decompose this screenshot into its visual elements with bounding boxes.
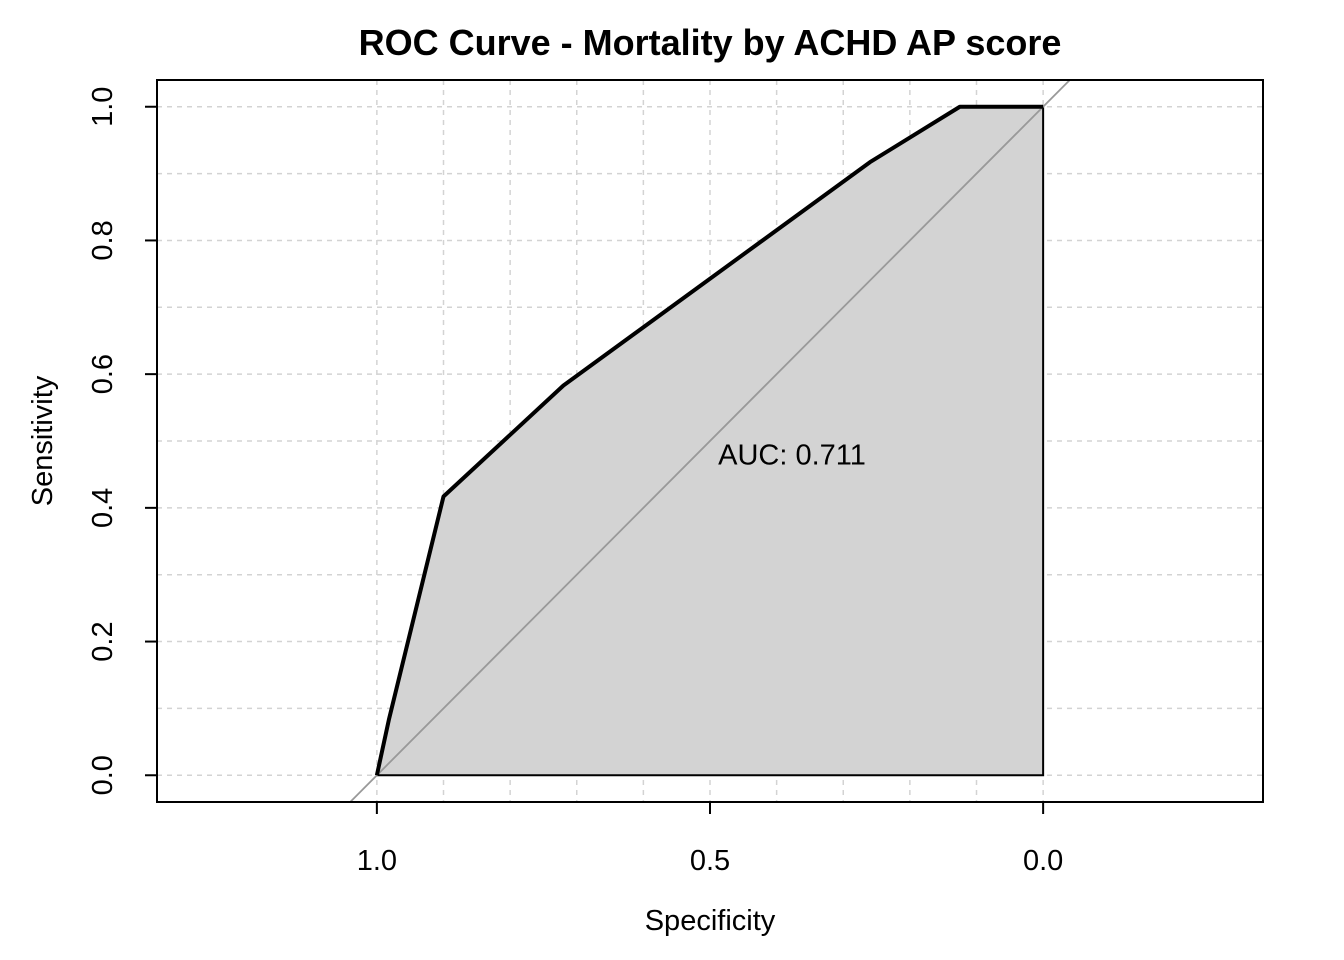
y-tick-label: 0.8 [87, 220, 119, 260]
y-tick-label: 0.6 [87, 354, 119, 394]
x-axis: 1.0 0.5 0.0 [357, 802, 1063, 877]
auc-annotation: AUC: 0.711 [718, 439, 866, 471]
y-tick-label: 0.4 [87, 488, 119, 528]
reference-line [349, 79, 1071, 803]
y-axis: 0.0 0.2 0.4 0.6 0.8 1.0 [87, 87, 157, 795]
chart-title: ROC Curve - Mortality by ACHD AP score [359, 22, 1062, 63]
y-tick-label: 0.0 [87, 755, 119, 795]
y-axis-label: Sensitivity [27, 375, 59, 506]
roc-curve-series [374, 104, 1044, 776]
x-axis-label: Specificity [645, 905, 776, 937]
y-tick-label: 1.0 [87, 87, 119, 127]
y-tick-label: 0.2 [87, 621, 119, 661]
x-tick-label: 0.5 [690, 845, 730, 877]
x-tick-label: 1.0 [357, 845, 397, 877]
reference-diagonal [349, 79, 1071, 803]
x-tick-label: 0.0 [1023, 845, 1063, 877]
roc-curve-line [374, 104, 1044, 776]
